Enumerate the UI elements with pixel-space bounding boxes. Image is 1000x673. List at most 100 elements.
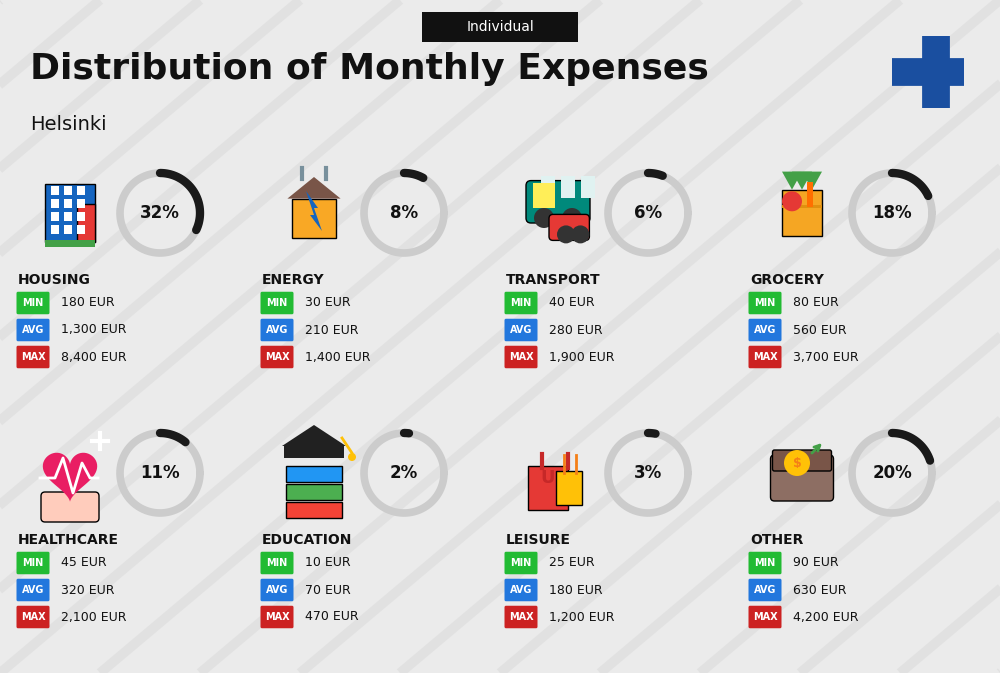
FancyBboxPatch shape	[260, 346, 294, 368]
Text: OTHER: OTHER	[750, 533, 803, 547]
Text: AVG: AVG	[754, 325, 776, 335]
FancyBboxPatch shape	[286, 484, 342, 500]
Bar	[51, 186, 59, 194]
FancyBboxPatch shape	[16, 552, 49, 574]
Text: 3%: 3%	[634, 464, 662, 482]
Bar	[284, 446, 344, 458]
Text: LEISURE: LEISURE	[506, 533, 571, 547]
Text: MIN: MIN	[22, 298, 44, 308]
Bar	[807, 182, 813, 207]
FancyBboxPatch shape	[292, 199, 336, 238]
Text: 6%: 6%	[634, 204, 662, 222]
Bar	[64, 199, 72, 208]
Bar	[77, 186, 85, 194]
FancyBboxPatch shape	[528, 466, 568, 510]
Text: MAX: MAX	[509, 612, 533, 622]
FancyBboxPatch shape	[772, 450, 832, 471]
Polygon shape	[287, 177, 341, 199]
Text: 630 EUR: 630 EUR	[793, 583, 846, 596]
Text: Distribution of Monthly Expenses: Distribution of Monthly Expenses	[30, 52, 709, 86]
Text: MIN: MIN	[510, 298, 532, 308]
Text: Individual: Individual	[466, 20, 534, 34]
Text: MAX: MAX	[753, 352, 777, 362]
FancyBboxPatch shape	[505, 579, 538, 601]
Text: MAX: MAX	[21, 352, 45, 362]
FancyBboxPatch shape	[748, 319, 782, 341]
FancyBboxPatch shape	[748, 579, 782, 601]
Text: MIN: MIN	[510, 558, 532, 568]
FancyBboxPatch shape	[505, 319, 538, 341]
Text: 210 EUR: 210 EUR	[305, 324, 358, 336]
Text: 32%: 32%	[140, 204, 180, 222]
Bar	[51, 225, 59, 234]
Text: 1,900 EUR: 1,900 EUR	[549, 351, 614, 363]
Text: 280 EUR: 280 EUR	[549, 324, 603, 336]
Text: HOUSING: HOUSING	[18, 273, 91, 287]
Text: 70 EUR: 70 EUR	[305, 583, 351, 596]
Bar	[64, 225, 72, 234]
Text: Helsinki: Helsinki	[30, 115, 107, 134]
Text: $: $	[793, 456, 801, 470]
Text: 20%: 20%	[872, 464, 912, 482]
Bar	[51, 199, 59, 208]
FancyBboxPatch shape	[77, 205, 95, 242]
Text: MAX: MAX	[509, 352, 533, 362]
Text: U: U	[541, 469, 555, 487]
Text: 180 EUR: 180 EUR	[549, 583, 603, 596]
FancyBboxPatch shape	[505, 552, 538, 574]
FancyBboxPatch shape	[45, 184, 95, 242]
Text: 4,200 EUR: 4,200 EUR	[793, 610, 858, 623]
Circle shape	[534, 208, 554, 228]
Text: MAX: MAX	[21, 612, 45, 622]
FancyBboxPatch shape	[526, 180, 590, 223]
Text: 3,700 EUR: 3,700 EUR	[793, 351, 859, 363]
Text: GROCERY: GROCERY	[750, 273, 824, 287]
FancyBboxPatch shape	[260, 606, 294, 629]
FancyBboxPatch shape	[505, 346, 538, 368]
Bar	[64, 186, 72, 194]
FancyBboxPatch shape	[16, 346, 49, 368]
Text: MIN: MIN	[22, 558, 44, 568]
Text: 30 EUR: 30 EUR	[305, 297, 351, 310]
FancyBboxPatch shape	[549, 215, 589, 240]
Text: 560 EUR: 560 EUR	[793, 324, 847, 336]
Text: MIN: MIN	[754, 298, 776, 308]
Text: MIN: MIN	[754, 558, 776, 568]
Text: 8,400 EUR: 8,400 EUR	[61, 351, 127, 363]
FancyBboxPatch shape	[748, 552, 782, 574]
FancyBboxPatch shape	[770, 455, 833, 501]
Text: TRANSPORT: TRANSPORT	[506, 273, 601, 287]
Polygon shape	[282, 425, 346, 446]
Text: 1,300 EUR: 1,300 EUR	[61, 324, 126, 336]
Circle shape	[562, 208, 582, 228]
Polygon shape	[782, 172, 802, 190]
FancyBboxPatch shape	[260, 319, 294, 341]
Polygon shape	[43, 453, 97, 502]
Text: 11%: 11%	[140, 464, 180, 482]
Text: MAX: MAX	[265, 352, 289, 362]
Circle shape	[784, 450, 810, 476]
Text: ENERGY: ENERGY	[262, 273, 325, 287]
Text: AVG: AVG	[510, 585, 532, 595]
Text: 80 EUR: 80 EUR	[793, 297, 839, 310]
FancyBboxPatch shape	[260, 579, 294, 601]
Text: 18%: 18%	[872, 204, 912, 222]
Text: EDUCATION: EDUCATION	[262, 533, 352, 547]
FancyBboxPatch shape	[41, 492, 99, 522]
Text: 2,100 EUR: 2,100 EUR	[61, 610, 126, 623]
Bar	[77, 199, 85, 208]
FancyBboxPatch shape	[748, 292, 782, 314]
Bar	[45, 240, 95, 247]
Bar	[782, 205, 822, 209]
FancyBboxPatch shape	[748, 346, 782, 368]
FancyBboxPatch shape	[556, 471, 582, 505]
Text: AVG: AVG	[266, 325, 288, 335]
Polygon shape	[792, 172, 812, 190]
Text: 320 EUR: 320 EUR	[61, 583, 114, 596]
FancyBboxPatch shape	[16, 579, 49, 601]
Circle shape	[782, 191, 802, 211]
Bar	[581, 176, 595, 198]
Bar	[64, 212, 72, 221]
Text: MAX: MAX	[753, 612, 777, 622]
FancyBboxPatch shape	[505, 606, 538, 629]
